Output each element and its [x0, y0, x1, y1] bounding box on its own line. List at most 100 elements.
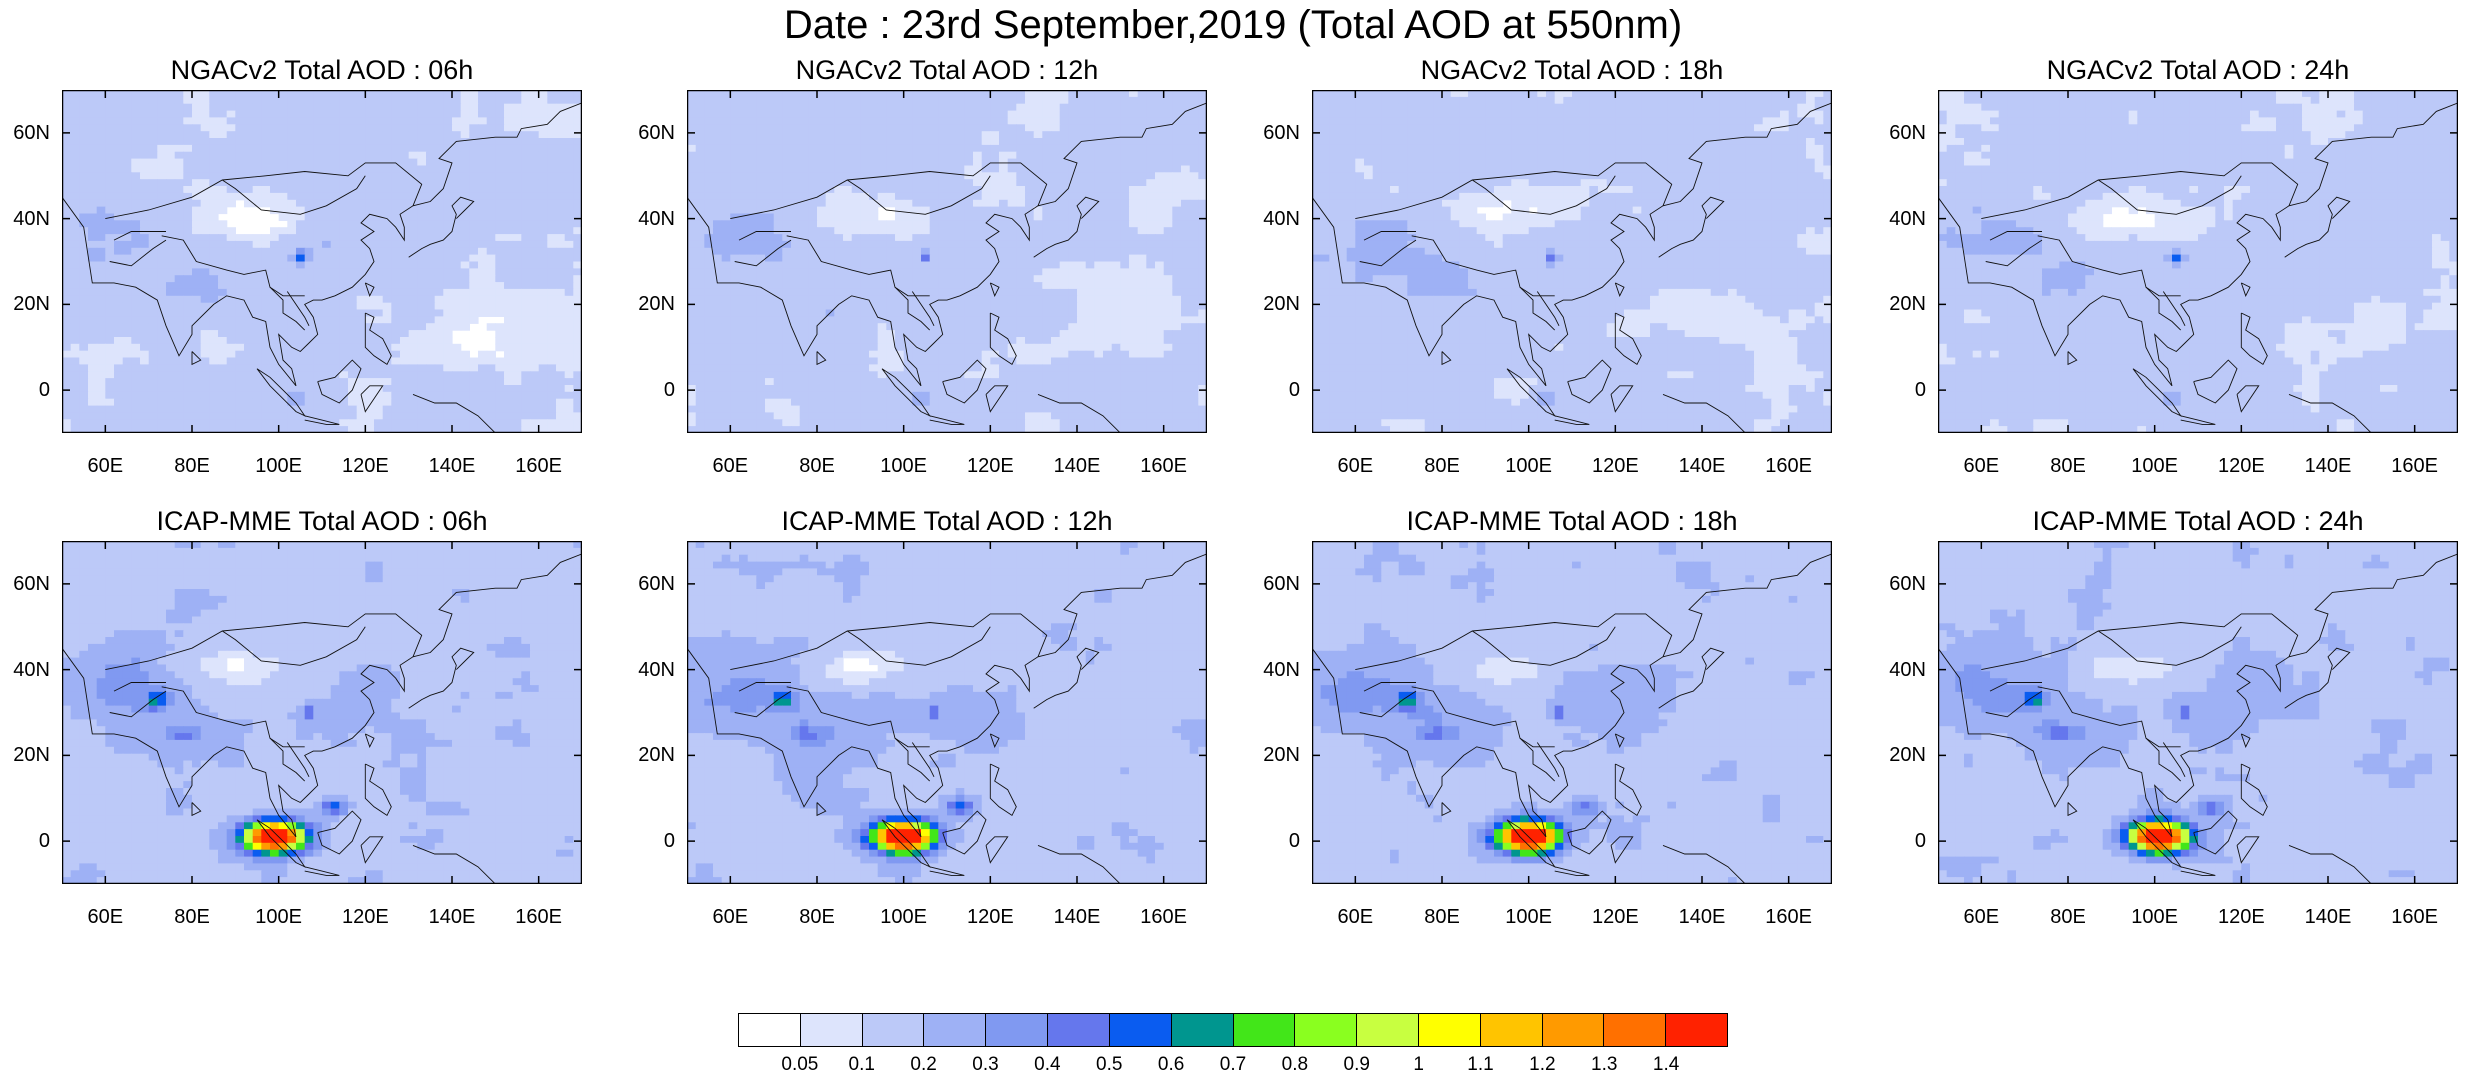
aod-cell	[739, 310, 748, 318]
aod-cell	[79, 289, 88, 297]
aod-cell	[417, 220, 426, 228]
aod-cell	[1198, 262, 1207, 270]
aod-cell	[990, 200, 999, 208]
aod-cell	[938, 111, 947, 119]
aod-cell	[860, 138, 869, 146]
aod-cell	[435, 310, 444, 318]
aod-cell	[1164, 179, 1173, 187]
aod-cell	[1077, 193, 1086, 201]
aod-cell	[990, 234, 999, 242]
aod-cell	[123, 419, 132, 427]
aod-cell	[209, 316, 218, 324]
aod-cell	[131, 131, 140, 139]
aod-cell	[391, 262, 400, 270]
aod-cell	[808, 97, 817, 105]
aod-cell	[88, 124, 97, 132]
aod-cell	[495, 310, 504, 318]
aod-cell	[860, 255, 869, 263]
aod-cell	[365, 296, 374, 304]
aod-cell	[938, 248, 947, 256]
aod-cell	[774, 124, 783, 132]
aod-cell	[88, 131, 97, 139]
aod-cell	[469, 255, 478, 263]
aod-cell	[964, 117, 973, 125]
aod-cell	[253, 330, 262, 338]
aod-cell	[339, 412, 348, 420]
aod-cell	[140, 385, 149, 393]
aod-cell	[461, 385, 470, 393]
aod-cell	[365, 234, 374, 242]
aod-cell	[687, 104, 696, 112]
aod-cell	[530, 392, 539, 400]
aod-cell	[461, 138, 470, 146]
aod-cell	[782, 104, 791, 112]
aod-cell	[791, 275, 800, 283]
aod-cell	[409, 138, 418, 146]
aod-cell	[157, 406, 166, 414]
aod-cell	[895, 179, 904, 187]
aod-cell	[391, 344, 400, 352]
aod-cell	[1008, 241, 1017, 249]
aod-cell	[556, 419, 565, 427]
aod-cell	[192, 310, 201, 318]
aod-cell	[218, 310, 227, 318]
aod-cell	[443, 358, 452, 366]
aod-cell	[183, 179, 192, 187]
aod-cell	[209, 275, 218, 283]
aod-cell	[982, 179, 991, 187]
aod-cell	[565, 152, 574, 160]
aod-cell	[244, 419, 253, 427]
aod-cell	[331, 358, 340, 366]
aod-cell	[504, 248, 513, 256]
aod-cell	[938, 289, 947, 297]
aod-cell	[1181, 255, 1190, 263]
aod-cell	[826, 179, 835, 187]
aod-cell	[305, 275, 314, 283]
aod-cell	[435, 117, 444, 125]
aod-cell	[339, 378, 348, 386]
aod-cell	[131, 166, 140, 174]
aod-cell	[157, 111, 166, 119]
aod-cell	[930, 220, 939, 228]
aod-cell	[227, 145, 236, 153]
aod-cell	[504, 104, 513, 112]
aod-cell	[1034, 186, 1043, 194]
aod-cell	[704, 234, 713, 242]
aod-cell	[227, 337, 236, 345]
aod-cell	[1034, 296, 1043, 304]
aod-cell	[1138, 159, 1147, 167]
aod-cell	[547, 166, 556, 174]
aod-cell	[183, 364, 192, 372]
aod-cell	[71, 337, 80, 345]
aod-cell	[383, 145, 392, 153]
aod-cell	[227, 364, 236, 372]
aod-cell	[886, 152, 895, 160]
aod-cell	[1051, 138, 1060, 146]
aod-cell	[530, 97, 539, 105]
aod-cell	[383, 214, 392, 222]
aod-cell	[261, 152, 270, 160]
aod-cell	[235, 262, 244, 270]
aod-cell	[279, 104, 288, 112]
aod-cell	[339, 344, 348, 352]
aod-cell	[1146, 172, 1155, 180]
aod-cell	[1172, 241, 1181, 249]
aod-cell	[860, 234, 869, 242]
aod-cell	[573, 179, 582, 187]
aod-cell	[105, 378, 114, 386]
aod-cell	[1042, 262, 1051, 270]
aod-cell	[869, 207, 878, 215]
aod-cell	[114, 255, 123, 263]
aod-cell	[826, 117, 835, 125]
aod-cell	[331, 406, 340, 414]
aod-cell	[973, 207, 982, 215]
aod-cell	[1103, 255, 1112, 263]
aod-cell	[947, 124, 956, 132]
aod-cell	[1172, 282, 1181, 290]
aod-cell	[1077, 262, 1086, 270]
aod-cell	[904, 262, 913, 270]
aod-cell	[964, 255, 973, 263]
aod-cell	[270, 364, 279, 372]
aod-cell	[62, 392, 71, 400]
aod-cell	[253, 131, 262, 139]
